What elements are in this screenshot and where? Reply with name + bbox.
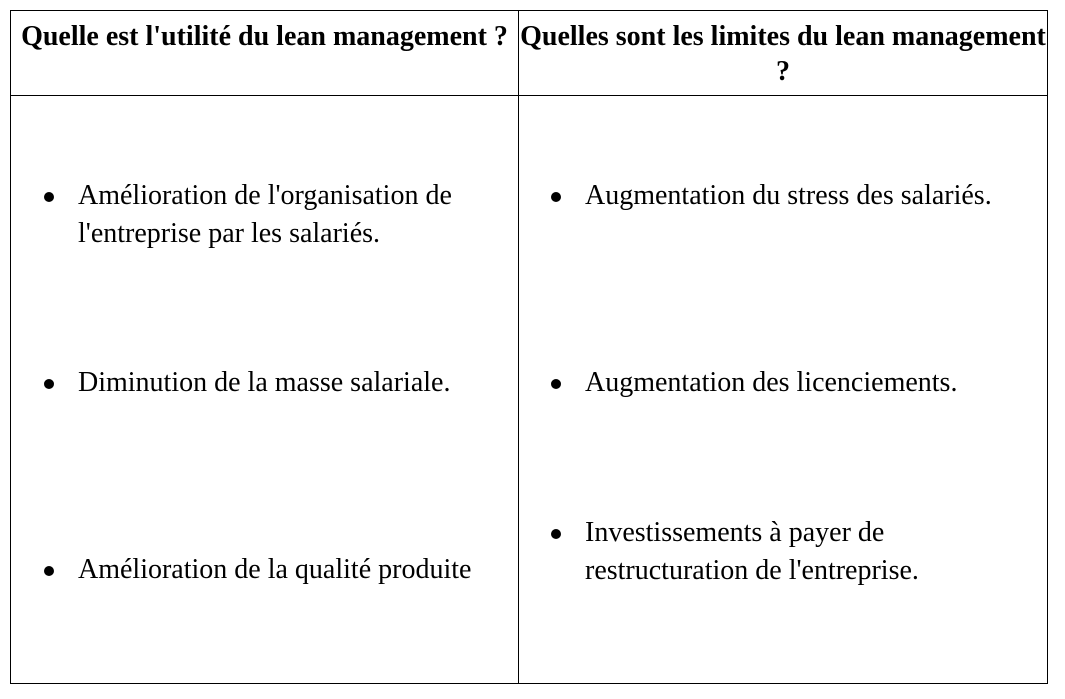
list-item-text: Augmentation du stress des salariés. [585, 180, 992, 211]
bullet-dot-icon [44, 192, 54, 202]
column-divider [518, 11, 519, 683]
bullet-dot-icon [44, 566, 54, 576]
bullet-dot-icon [551, 379, 561, 389]
list-item: Investissements à payer de restructurati… [551, 514, 1035, 590]
bullet-dot-icon [551, 529, 561, 539]
bullet-dot-icon [551, 192, 561, 202]
header-utility: Quelle est l'utilité du lean management … [21, 21, 508, 52]
header-limits: Quelles sont les limites du lean managem… [520, 21, 1046, 87]
list-item-text: Augmentation des licenciements. [585, 367, 958, 398]
list-item: Augmentation des licenciements. [551, 364, 1035, 402]
bullet-dot-icon [44, 379, 54, 389]
header-divider [11, 95, 1047, 96]
list-item: Amélioration de l'organisation de l'entr… [44, 177, 488, 253]
list-item: Diminution de la masse salariale. [44, 364, 488, 402]
list-item-text: Amélioration de l'organisation de l'entr… [78, 180, 452, 249]
list-item: Augmentation du stress des salariés. [551, 177, 1035, 215]
list-item-text: Investissements à payer de restructurati… [585, 517, 919, 586]
list-item-text: Diminution de la masse salariale. [78, 367, 451, 398]
list-item: Amélioration de la qualité produite [44, 551, 488, 589]
comparison-table: Quelle est l'utilité du lean management … [10, 10, 1048, 684]
list-item-text: Amélioration de la qualité produite [78, 554, 472, 585]
